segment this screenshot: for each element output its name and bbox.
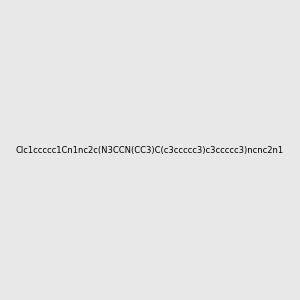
Text: Clc1ccccc1Cn1nc2c(N3CCN(CC3)C(c3ccccc3)c3ccccc3)ncnc2n1: Clc1ccccc1Cn1nc2c(N3CCN(CC3)C(c3ccccc3)c… [16,146,284,154]
